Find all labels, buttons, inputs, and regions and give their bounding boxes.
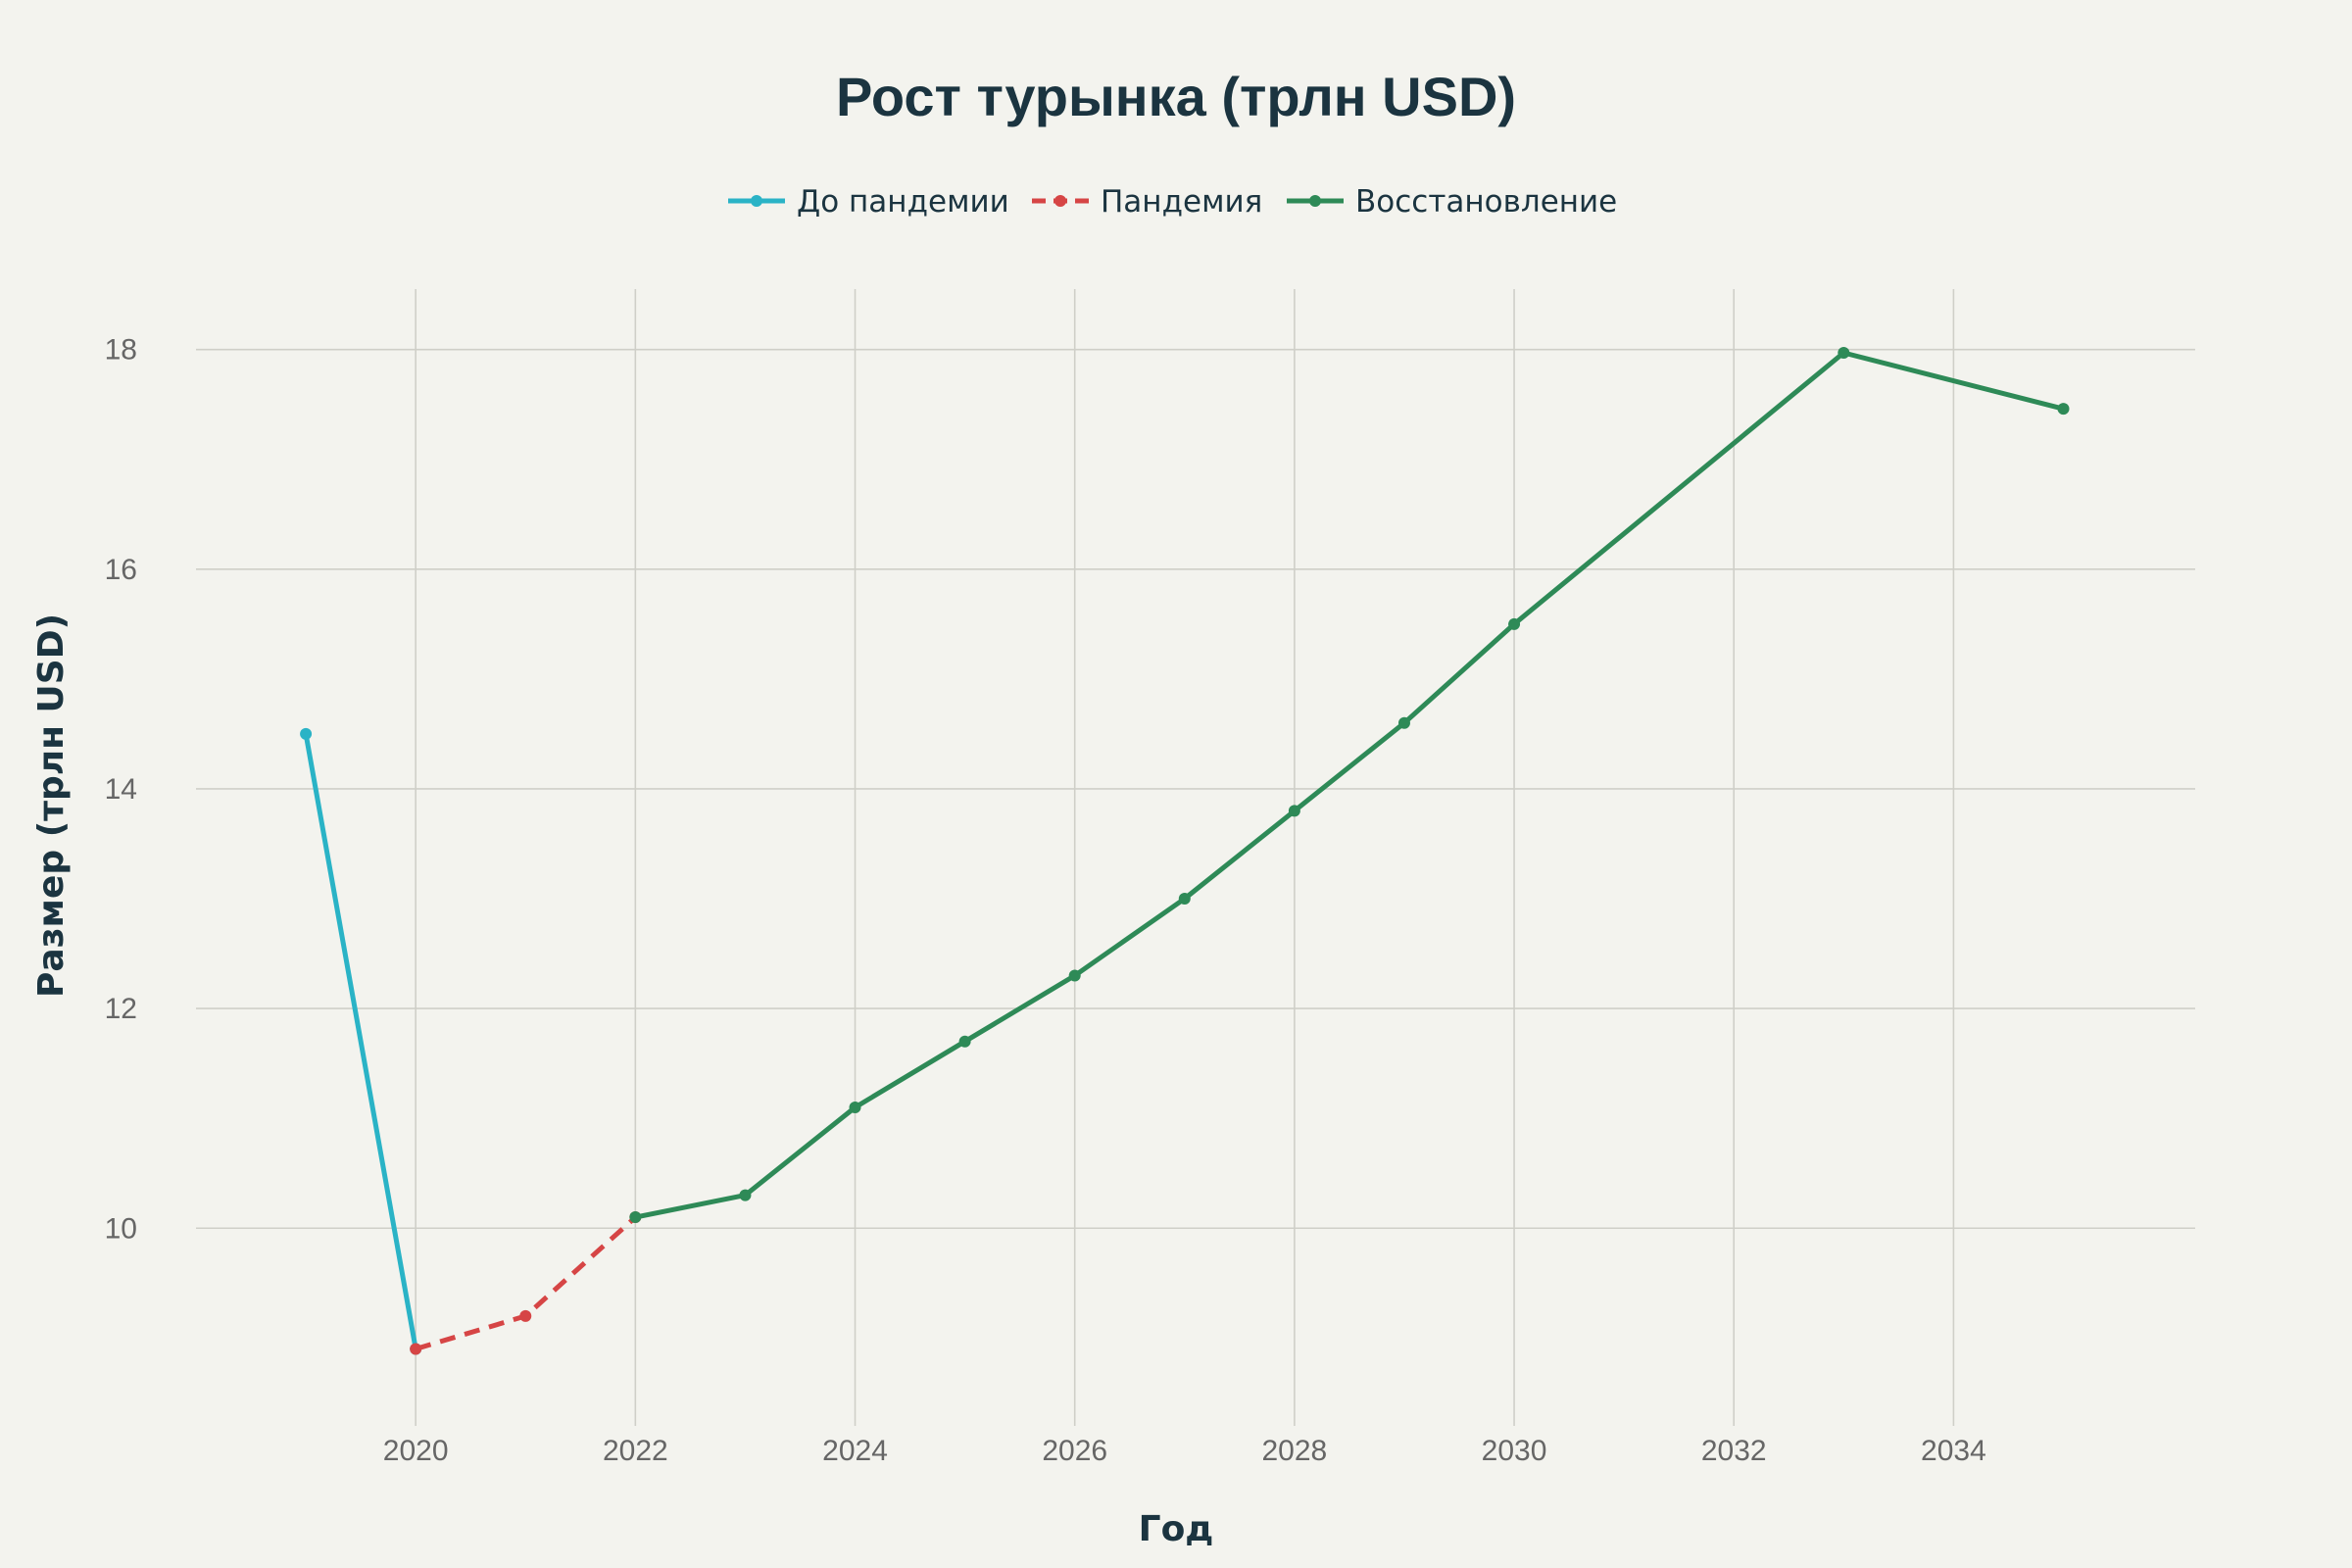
y-axis-title: Размер (трлн USD)	[31, 613, 72, 998]
legend-item: Пандемия	[1032, 184, 1262, 220]
data-point	[1508, 617, 1521, 630]
legend-label: Пандемия	[1101, 184, 1262, 220]
legend-marker	[751, 195, 762, 207]
data-point	[849, 1101, 861, 1113]
y-tick-label: 18	[105, 334, 137, 367]
data-point	[300, 727, 313, 740]
data-point	[1068, 969, 1081, 982]
y-tick-label: 10	[105, 1212, 137, 1245]
x-tick-label: 2034	[1921, 1435, 1986, 1467]
x-tick-label: 2030	[1482, 1435, 1547, 1467]
y-tick-label: 16	[105, 554, 137, 586]
data-point	[1178, 893, 1191, 906]
y-tick-label: 14	[105, 773, 137, 806]
x-axis-title: Год	[1139, 1509, 1214, 1549]
x-tick-label: 2032	[1701, 1435, 1767, 1467]
series-line	[415, 1215, 638, 1351]
x-tick-label: 2024	[822, 1435, 888, 1467]
legend-item: Восстановление	[1287, 184, 1617, 220]
series-layer	[300, 347, 2070, 1355]
series-3	[629, 347, 2070, 1224]
legend: До пандемии Пандемия Восстановление	[728, 184, 1617, 220]
y-tick-label: 12	[105, 993, 137, 1025]
x-tick-label: 2022	[603, 1435, 668, 1467]
series-1	[300, 727, 422, 1355]
legend-marker	[1054, 195, 1066, 207]
data-point	[1288, 805, 1300, 817]
legend-label: Восстановление	[1355, 184, 1617, 220]
x-tick-label: 2020	[383, 1435, 449, 1467]
legend-label: До пандемии	[797, 184, 1009, 220]
axis-ticks: 10 12 14 16 18 2020 2022 2024 2026 2028 2030 2032 20…	[105, 334, 1986, 1467]
data-point	[2057, 403, 2070, 416]
chart-title: Рост турынка (трлн USD)	[836, 66, 1516, 127]
legend-marker	[1309, 195, 1321, 207]
data-point	[958, 1035, 971, 1048]
x-tick-label: 2028	[1262, 1435, 1328, 1467]
data-point	[410, 1343, 422, 1355]
data-point	[629, 1211, 642, 1224]
legend-item: До пандемии	[728, 184, 1009, 220]
data-point	[739, 1189, 752, 1201]
series-2	[410, 1211, 642, 1355]
series-line	[303, 731, 418, 1351]
grid	[196, 289, 2195, 1426]
data-point	[519, 1309, 532, 1322]
series-line	[632, 350, 2066, 1220]
data-point	[1838, 347, 1850, 360]
data-point	[1397, 716, 1410, 729]
x-tick-label: 2026	[1042, 1435, 1107, 1467]
